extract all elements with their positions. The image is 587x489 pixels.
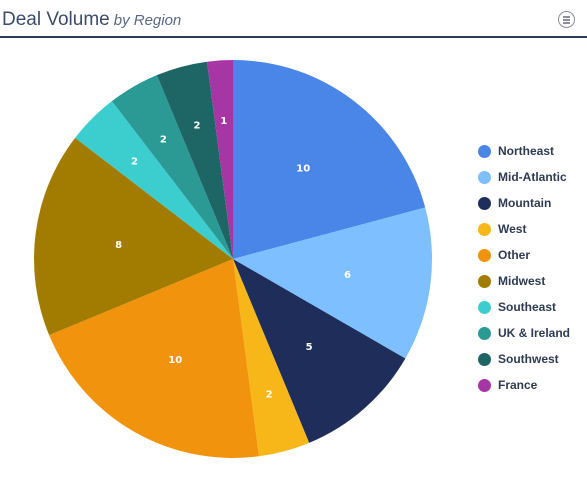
- legend-label: Northeast: [498, 144, 555, 158]
- pie-slice-southwest[interactable]: [156, 61, 233, 260]
- pie-slice-west[interactable]: [233, 259, 310, 457]
- pie-slice-france[interactable]: [207, 60, 233, 259]
- legend-marker-icon: [478, 300, 491, 314]
- pie-slice-midwest[interactable]: [34, 137, 234, 336]
- legend-label: Midwest: [498, 274, 546, 288]
- data-label-mountain: 5: [306, 342, 313, 353]
- chart-legend: Northeast Mid-Atlantic Mountain West Other Mi…: [478, 138, 584, 398]
- legend-item-southwest[interactable]: Southwest: [478, 346, 584, 372]
- legend-marker-icon: [478, 352, 491, 366]
- data-label-france: 1: [220, 116, 227, 127]
- legend-label: West: [498, 222, 527, 236]
- legend-marker-icon: [478, 248, 491, 262]
- legend-item-midwest[interactable]: Midwest: [478, 268, 584, 294]
- legend-item-northeast[interactable]: Northeast: [478, 138, 584, 164]
- legend-label: Mountain: [498, 196, 552, 210]
- pie-slice-mid-atlantic[interactable]: [233, 207, 432, 359]
- data-label-mid-atlantic: 6: [344, 270, 351, 281]
- legend-label: France: [498, 378, 538, 392]
- pie-slice-uk-and-ireland[interactable]: [111, 75, 233, 259]
- data-label-west: 2: [266, 390, 273, 401]
- chart-header: Deal Volume by Region: [0, 0, 587, 38]
- legend-marker-icon: [478, 274, 491, 288]
- legend-marker-icon: [478, 326, 491, 340]
- data-label-uk-and-ireland: 2: [160, 134, 167, 145]
- chart-title: Deal Volume by Region: [2, 9, 181, 31]
- legend-label: Other: [498, 248, 531, 262]
- data-label-midwest: 8: [115, 240, 122, 251]
- legend-item-southeast[interactable]: Southeast: [478, 294, 584, 320]
- data-label-southwest: 2: [193, 120, 200, 131]
- legend-marker-icon: [478, 222, 491, 236]
- chart-title-text: Deal Volume: [2, 9, 110, 30]
- legend-item-mid-atlantic[interactable]: Mid-Atlantic: [478, 164, 584, 190]
- pie-slice-northeast[interactable]: [233, 60, 426, 259]
- pie-slice-other[interactable]: [49, 259, 259, 458]
- legend-marker-icon: [478, 378, 491, 392]
- legend-label: Southwest: [498, 352, 559, 366]
- legend-marker-icon: [478, 196, 491, 210]
- legend-label: UK & Ireland: [498, 326, 571, 340]
- legend-label: Southeast: [498, 300, 557, 314]
- data-label-northeast: 10: [296, 163, 310, 174]
- legend-item-west[interactable]: West: [478, 216, 584, 242]
- pie-slice-mountain[interactable]: [233, 259, 406, 443]
- pie-chart: 10 6 5 2 10 8 2 2 2 1: [34, 60, 432, 458]
- legend-item-other[interactable]: Other: [478, 242, 584, 268]
- chart-subtitle: by Region: [113, 12, 182, 29]
- legend-item-mountain[interactable]: Mountain: [478, 190, 584, 216]
- hamburger-circle-icon[interactable]: [558, 11, 575, 28]
- pie-slice-southeast[interactable]: [75, 101, 234, 259]
- legend-marker-icon: [478, 170, 491, 184]
- data-label-southeast: 2: [131, 157, 138, 168]
- data-label-other: 10: [168, 355, 182, 366]
- legend-marker-icon: [478, 144, 491, 158]
- legend-item-uk-and-ireland[interactable]: UK & Ireland: [478, 320, 584, 346]
- legend-label: Mid-Atlantic: [498, 170, 567, 184]
- legend-item-france[interactable]: France: [478, 372, 584, 398]
